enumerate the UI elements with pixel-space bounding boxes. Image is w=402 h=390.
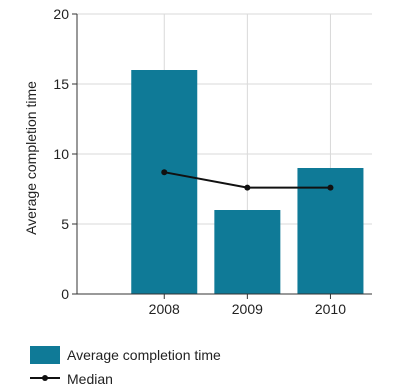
bars (131, 70, 364, 294)
legend-label-line: Median (67, 371, 113, 387)
x-tick-label: 2008 (149, 301, 180, 317)
median-point-2008 (161, 169, 168, 176)
median-point-2009 (244, 184, 251, 191)
x-tick-label: 2010 (315, 301, 346, 317)
bar-2008 (131, 70, 198, 294)
x-tick-label: 2009 (232, 301, 263, 317)
median-point-2010 (327, 184, 334, 191)
bar-2009 (214, 210, 281, 294)
y-tick-label: 15 (53, 76, 69, 92)
y-tick-label: 20 (53, 6, 69, 22)
legend-swatch-bar (30, 346, 60, 364)
axes (72, 13, 372, 299)
y-tick-labels: 0 5 10 15 20 (53, 6, 69, 302)
x-tick-labels: 2008 2009 2010 (149, 301, 347, 317)
y-axis-title: Average completion time (23, 81, 39, 235)
median-series (161, 169, 334, 191)
legend-label-bar: Average completion time (67, 347, 221, 363)
legend: Average completion time Median (30, 346, 221, 387)
legend-swatch-marker (42, 375, 48, 381)
y-tick-label: 5 (61, 216, 69, 232)
y-tick-label: 10 (53, 146, 69, 162)
y-tick-label: 0 (61, 286, 69, 302)
